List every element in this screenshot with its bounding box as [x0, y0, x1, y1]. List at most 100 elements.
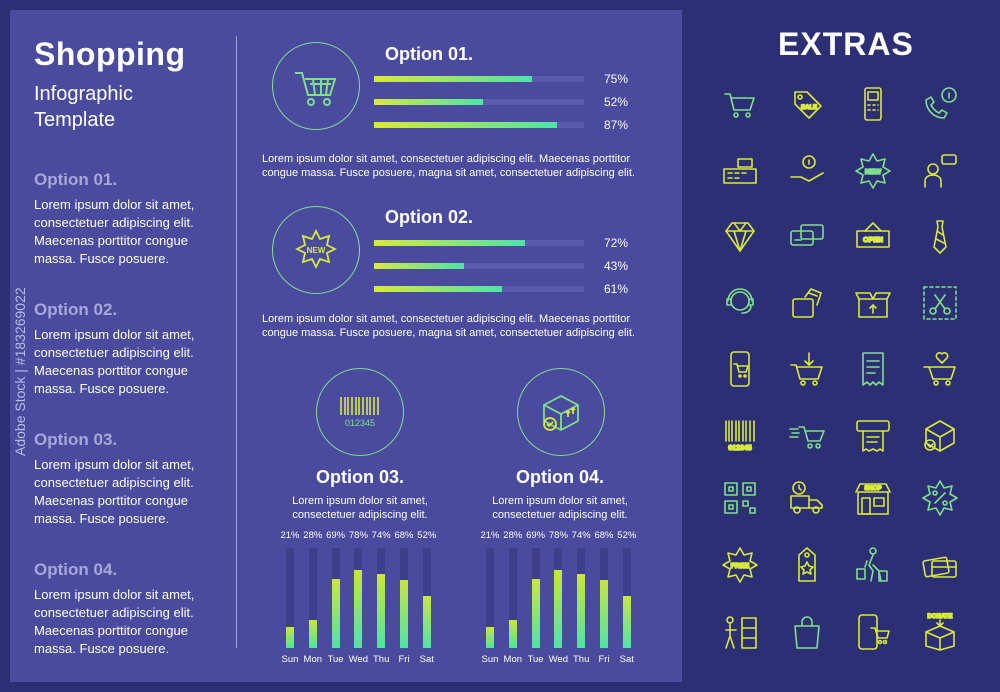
- open-box-icon: [853, 283, 893, 323]
- option01-bar-2: [374, 99, 584, 105]
- bar-value-label: 21%: [480, 530, 500, 541]
- option01-bar-1: [374, 76, 584, 82]
- bar-track: [577, 548, 586, 648]
- page-subtitle: Infographic Template: [34, 83, 133, 131]
- receipt-icon: [853, 349, 893, 389]
- shopper-bags-icon: [853, 545, 893, 585]
- left-option-title: Option 04.: [34, 560, 118, 579]
- box-delivered-icon: [543, 394, 579, 432]
- bar: [422, 596, 431, 648]
- svg-text:OPEN: OPEN: [863, 237, 883, 244]
- option01-text: Lorem ipsum dolor sit amet, consectetuer…: [262, 153, 635, 179]
- bar-value-label: 52%: [617, 530, 637, 541]
- shop-front-icon: SHOP: [853, 478, 893, 518]
- left-option-4: Option 04. Lorem ipsum dolor sit amet, c…: [34, 560, 224, 658]
- mobile-shop-cart-icon: [853, 612, 893, 652]
- open-sign-icon: OPEN: [853, 217, 893, 257]
- option01-title: Option 01.: [385, 44, 474, 64]
- bar-category-label: Sun: [281, 654, 299, 665]
- option02-text: Lorem ipsum dolor sit amet, consectetuer…: [262, 313, 635, 339]
- money-wallet-icon: [787, 283, 827, 323]
- option01-icon-circle: [272, 42, 360, 130]
- bar-value-label: 78%: [548, 530, 568, 541]
- watermark-text: Adobe Stock | #183269022: [12, 287, 28, 456]
- option04-icon-circle: [517, 368, 605, 456]
- discount-badge-icon: [920, 478, 960, 518]
- bar: [486, 627, 494, 648]
- qr-code-icon: [720, 478, 760, 518]
- option03-bar-chart: 21% Sun 28% Mon 69% Tue 78% Wed 74% Thu 68% Fri 52% S…: [280, 530, 440, 670]
- bar-fill: [374, 99, 484, 105]
- bar-value-label: 74%: [371, 530, 391, 541]
- bar: [577, 574, 586, 648]
- bar-track: [286, 548, 294, 648]
- bar-value-label: 28%: [503, 530, 523, 541]
- bar-category-label: Tue: [327, 654, 344, 665]
- option01-pct-3: 87%: [604, 118, 629, 132]
- credit-cards-icon: [787, 217, 827, 257]
- bar-fill: [374, 286, 503, 292]
- bar-track: [554, 548, 563, 648]
- option03-text: Lorem ipsum dolor sit amet, consectetuer…: [292, 495, 428, 521]
- bar-category-label: Tue: [527, 654, 544, 665]
- bar: [354, 570, 363, 648]
- bar-value-label: 21%: [280, 530, 300, 541]
- left-option-3: Option 03. Lorem ipsum dolor sit amet, c…: [34, 430, 224, 528]
- coupon-scissors-icon: [920, 283, 960, 323]
- svg-text:NEW: NEW: [865, 169, 882, 176]
- bar: [331, 579, 340, 648]
- bar: [400, 580, 408, 648]
- free-badge-icon: FREE: [720, 545, 760, 585]
- option01-bar-3: [374, 122, 584, 128]
- option02-bar-3: [374, 286, 584, 292]
- bar: [308, 620, 317, 648]
- donate-box-icon: DONATE: [920, 612, 960, 652]
- bar: [554, 570, 563, 648]
- bar-category-label: Thu: [573, 654, 590, 665]
- support-agent-chat-icon: [920, 151, 960, 191]
- bar-track: [600, 548, 608, 648]
- bar: [600, 580, 608, 648]
- new-badge-label: NEW: [307, 246, 326, 255]
- left-option-title: Option 03.: [34, 430, 118, 449]
- page-title: Shopping: [34, 36, 186, 72]
- left-option-title: Option 01.: [34, 170, 118, 189]
- bar-track: [331, 548, 340, 648]
- bar-category-label: Mon: [503, 654, 523, 665]
- option02-icon-circle: NEW: [272, 206, 360, 294]
- svg-text:SHOP: SHOP: [864, 486, 881, 492]
- coin-hand-icon: [787, 151, 827, 191]
- svg-text:FREE: FREE: [731, 563, 750, 570]
- sale-tag-icon: SALE: [787, 84, 827, 124]
- receipt-printer-icon: [853, 415, 893, 455]
- bar-category-label: Sat: [619, 654, 634, 665]
- bar-value-label: 68%: [394, 530, 414, 541]
- delivery-truck-clock-icon: [787, 478, 827, 518]
- option02-bar-2: [374, 263, 584, 269]
- new-badge-icon: NEW: [294, 228, 338, 270]
- left-option-text: Lorem ipsum dolor sit amet, consectetuer…: [34, 327, 195, 396]
- cart-heart-icon: [920, 349, 960, 389]
- bar-category-label: Sat: [419, 654, 434, 665]
- option04-title: Option 04.: [515, 467, 604, 487]
- option04-bar-chart: 21% Sun 28% Mon 69% Tue 78% Wed 74% Thu 68% Fri 52% S…: [480, 530, 640, 670]
- option02-pct-2: 43%: [604, 259, 629, 273]
- bar-value-label: 68%: [594, 530, 614, 541]
- bar-track: [531, 548, 540, 648]
- option04-text: Lorem ipsum dolor sit amet, consectetuer…: [492, 495, 628, 521]
- bar-category-label: Thu: [373, 654, 390, 665]
- column-divider: [236, 36, 237, 648]
- extras-title: EXTRAS: [778, 26, 914, 62]
- bar-fill: [374, 76, 532, 82]
- option02-bar-1: [374, 240, 584, 246]
- left-option-2: Option 02. Lorem ipsum dolor sit amet, c…: [34, 300, 224, 398]
- cash-register-icon: [720, 151, 760, 191]
- svg-text:012345: 012345: [728, 445, 751, 452]
- svg-text:SALE: SALE: [801, 105, 817, 111]
- shopping-cart-icon: [295, 72, 337, 106]
- bar-fill: [374, 240, 526, 246]
- left-option-title: Option 02.: [34, 300, 118, 319]
- bar: [508, 620, 517, 648]
- bar-category-label: Wed: [548, 654, 569, 665]
- left-option-1: Option 01. Lorem ipsum dolor sit amet, c…: [34, 170, 224, 268]
